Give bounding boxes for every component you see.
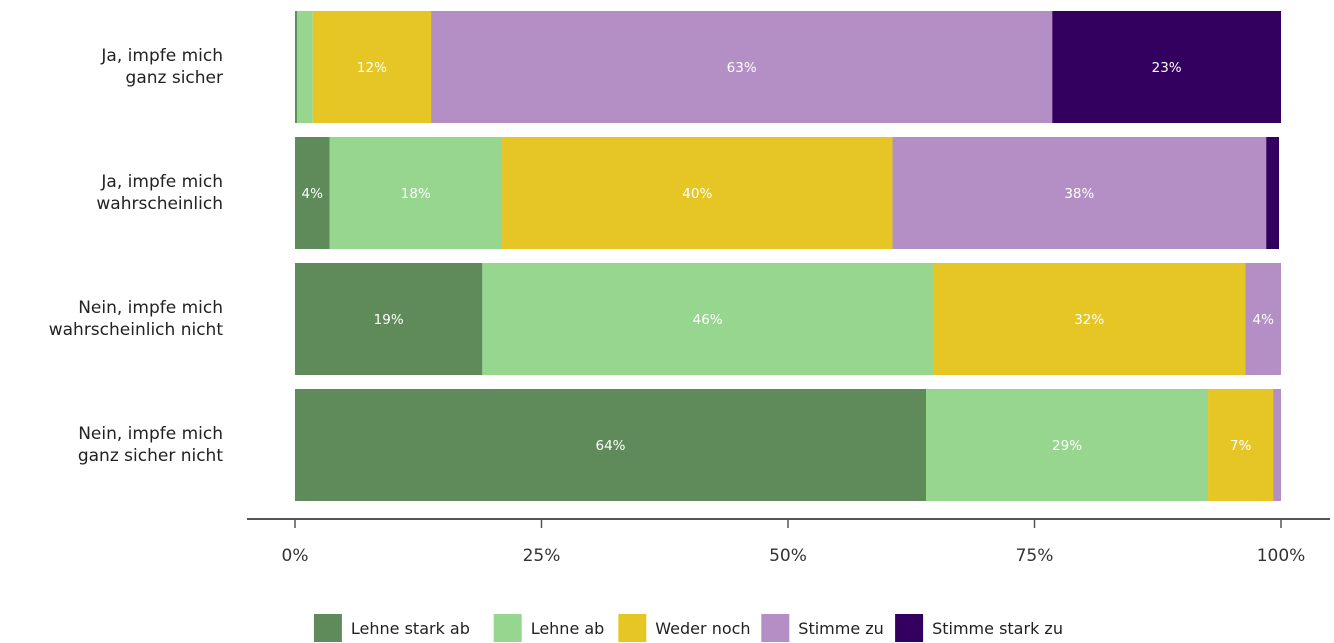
bar-segment [1245, 263, 1281, 375]
bar-segment [892, 137, 1267, 249]
bar-data-label: 4% [1253, 312, 1275, 328]
legend-swatch [618, 614, 647, 642]
category-label-line: ganz sicher nicht [78, 446, 223, 466]
bar-data-label: 23% [1152, 60, 1182, 76]
bar-segment [1266, 137, 1280, 249]
bar-segment [295, 11, 297, 123]
bar-data-label: 29% [1052, 438, 1082, 454]
x-tick-label: 0% [282, 546, 309, 566]
legend-swatch [313, 614, 342, 642]
bar-data-label: 38% [1064, 186, 1094, 202]
category-label-line: Ja, impfe mich [100, 172, 223, 192]
category-label: Ja, impfe mich ganz sicher [100, 46, 223, 88]
bar-segment [926, 389, 1209, 501]
category-label: Nein, impfe mich ganz sicher nicht [78, 424, 223, 466]
legend-label: Lehne stark ab [351, 619, 470, 638]
legend-swatch [493, 614, 522, 642]
bar-data-label: 40% [682, 186, 712, 202]
bar-segment [482, 263, 933, 375]
bar-segment [296, 11, 313, 123]
bar-segment [431, 11, 1053, 123]
x-tick-label: 50% [769, 546, 807, 566]
category-label-line: ganz sicher [126, 68, 223, 88]
category-label: Nein, impfe mich wahrscheinlich nicht [49, 298, 224, 340]
legend-label: Weder noch [655, 619, 750, 638]
x-tick-label: 25% [523, 546, 561, 566]
bar-data-label: 7% [1230, 438, 1252, 454]
bar-data-label: 64% [596, 438, 626, 454]
legend-swatch [895, 614, 924, 642]
category-label-line: wahrscheinlich nicht [49, 320, 224, 340]
bar-segment [295, 263, 483, 375]
category-label: Ja, impfe mich wahrscheinlich [96, 172, 223, 214]
category-label-line: Ja, impfe mich [100, 46, 223, 66]
category-label-line: Nein, impfe mich [78, 298, 223, 318]
bar-segment [312, 11, 432, 123]
bar-segment [329, 137, 503, 249]
bar-segment [1273, 389, 1281, 501]
bar-segment [1208, 389, 1274, 501]
legend-label: Stimme stark zu [932, 619, 1063, 638]
bar-segment [932, 263, 1246, 375]
bar-data-label: 4% [302, 186, 324, 202]
legend-swatch [761, 614, 790, 642]
bar-data-label: 32% [1074, 312, 1104, 328]
bar-segment [295, 389, 927, 501]
bar-segment [1052, 11, 1281, 123]
bar-data-label: 18% [401, 186, 431, 202]
bar-segment [295, 137, 330, 249]
legend-label: Lehne ab [531, 619, 605, 638]
bar-data-label: 46% [693, 312, 723, 328]
x-tick-label: 75% [1016, 546, 1054, 566]
bar-data-label: 63% [727, 60, 757, 76]
category-label-line: wahrscheinlich [96, 194, 223, 214]
bar-segment [502, 137, 893, 249]
bar-data-label: 12% [357, 60, 387, 76]
bar-data-label: 19% [374, 312, 404, 328]
category-label-line: Nein, impfe mich [78, 424, 223, 444]
x-tick-label: 100% [1257, 546, 1306, 566]
legend-label: Stimme zu [798, 619, 884, 638]
